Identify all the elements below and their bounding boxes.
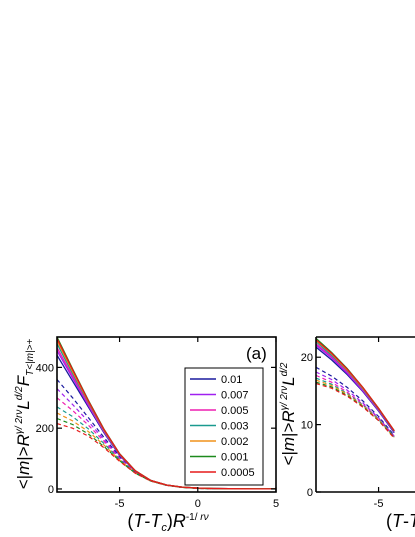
- dashed-series-0.005: [316, 374, 395, 438]
- y-tick-label: 200: [36, 423, 54, 435]
- panel-b-ticks: -5 0 10 20: [301, 337, 384, 510]
- x-tick-label: -5: [374, 498, 384, 510]
- solid-series-0.0005: [316, 339, 395, 432]
- legend-label: 0.007: [221, 390, 249, 402]
- solid-series-0.01: [316, 346, 395, 434]
- dashed-series-0.001: [316, 381, 395, 438]
- x-tick-label: -5: [115, 498, 125, 510]
- legend-label: 0.005: [221, 405, 249, 417]
- legend-label: 0.002: [221, 436, 249, 448]
- y-tick-label: 400: [36, 362, 54, 374]
- legend-label: 0.003: [221, 421, 249, 433]
- panel-a-ylabel: <|m|>Rγ/ 2rνLd/2FT<|m|>+: [14, 339, 36, 490]
- panel-b: -5 0 10 20 <|m|>Rγ/ 2rνLd/2 (T-T: [279, 336, 415, 531]
- y-tick-label: 0: [307, 487, 313, 499]
- panel-a: -5 0 5 0 200 400 (a) 0.01 0.007 0.005 0.003 0.002…: [14, 336, 279, 534]
- panel-b-curves: [316, 337, 395, 439]
- dashed-series-0.01: [316, 366, 395, 436]
- panel-a-frame: [56, 336, 277, 493]
- dashed-series-0.003: [316, 377, 395, 438]
- dashed-series-0.002: [316, 379, 395, 438]
- legend-items: 0.01 0.007 0.005 0.003 0.002 0.001 0.0005: [190, 374, 255, 479]
- legend: 0.01 0.007 0.005 0.003 0.002 0.001 0.0005: [184, 367, 264, 486]
- dashed-series-0.0005: [316, 382, 395, 439]
- panel-a-curves: [57, 337, 276, 490]
- panel-b-xlabel: (T-T: [386, 511, 415, 531]
- y-tick-label: 0: [48, 484, 54, 496]
- legend-label: 0.0005: [221, 467, 255, 479]
- legend-box: [184, 367, 264, 486]
- solid-series-0.007: [316, 344, 395, 433]
- x-tick-label: 0: [195, 498, 201, 510]
- legend-label: 0.01: [221, 374, 242, 386]
- panel-a-label: (a): [246, 344, 267, 363]
- panel-a-xlabel: (T-Tc)R-1/ rν: [127, 511, 208, 534]
- panel-b-ylabel: <|m|>Rγ/ 2rνLd/2: [279, 362, 298, 465]
- panel-a-ticks: -5 0 5 0 200 400: [36, 337, 279, 510]
- y-tick-label: 10: [301, 420, 313, 432]
- y-tick-label: 20: [301, 352, 313, 364]
- solid-series-0.0005: [57, 338, 276, 490]
- dashed-series-0.007: [316, 371, 395, 437]
- x-tick-label: 5: [273, 498, 279, 510]
- legend-label: 0.001: [221, 452, 249, 464]
